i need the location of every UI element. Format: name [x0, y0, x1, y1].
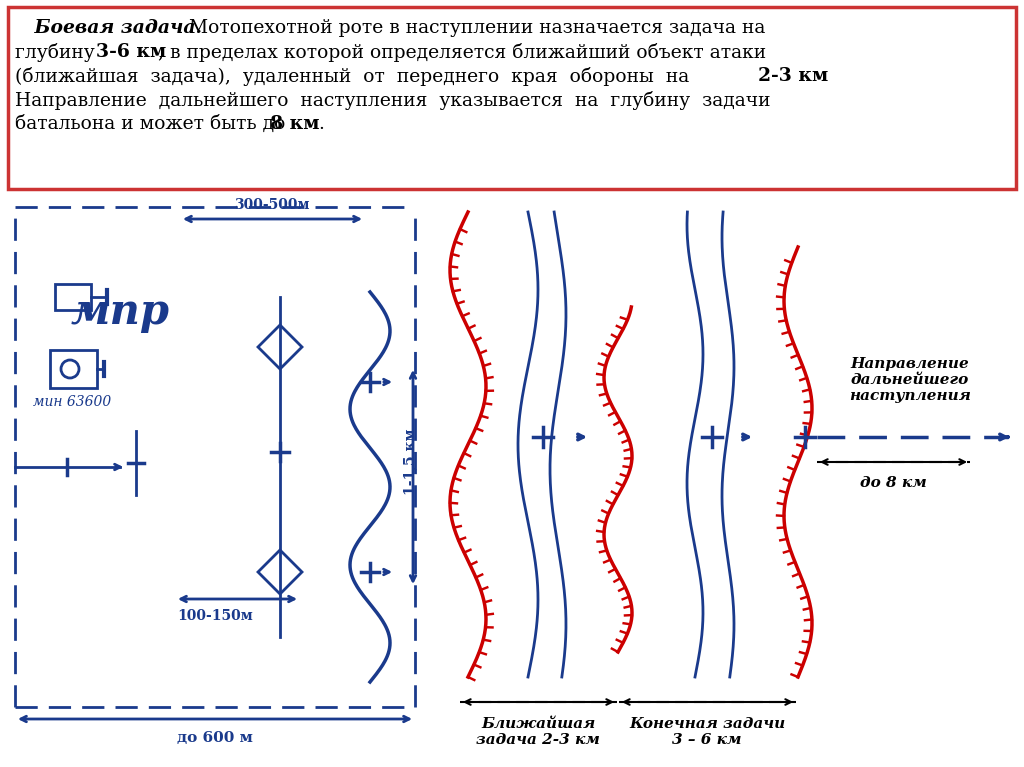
Text: 300-500м: 300-500м — [234, 198, 309, 212]
Text: (ближайшая  задача),  удаленный  от  переднего  края  обороны  на: (ближайшая задача), удаленный от передне… — [15, 67, 701, 86]
Text: 8 км: 8 км — [270, 115, 319, 133]
Text: , в пределах которой определяется ближайший объект атаки: , в пределах которой определяется ближай… — [158, 43, 766, 62]
Text: Направление
дальнейшего
наступления: Направление дальнейшего наступления — [849, 357, 971, 403]
Text: 3-6 км: 3-6 км — [96, 43, 166, 61]
Text: Боевая задача.: Боевая задача. — [15, 19, 202, 37]
FancyBboxPatch shape — [8, 7, 1016, 189]
Text: Ближайшая
задача 2-3 км: Ближайшая задача 2-3 км — [476, 717, 600, 747]
Text: .: . — [820, 67, 826, 85]
Text: мпр: мпр — [71, 291, 170, 333]
Text: .: . — [318, 115, 324, 133]
Text: 1-1,5 км: 1-1,5 км — [403, 429, 417, 495]
Text: глубину: глубину — [15, 43, 100, 62]
Text: Конечная задачи
3 – 6 км: Конечная задачи 3 – 6 км — [629, 717, 785, 747]
Text: 100-150м: 100-150м — [177, 609, 253, 623]
Text: Мотопехотной роте в наступлении назначается задача на: Мотопехотной роте в наступлении назначае… — [183, 19, 765, 37]
Bar — [50, 350, 97, 388]
Text: Направление  дальнейшего  наступления  указывается  на  глубину  задачи: Направление дальнейшего наступления указ… — [15, 91, 770, 110]
Text: батальона и может быть до: батальона и может быть до — [15, 115, 292, 133]
Text: 2-3 км: 2-3 км — [758, 67, 828, 85]
Text: мин 63600: мин 63600 — [33, 395, 112, 409]
Text: до 8 км: до 8 км — [859, 476, 927, 490]
Text: до 600 м: до 600 м — [177, 731, 253, 745]
